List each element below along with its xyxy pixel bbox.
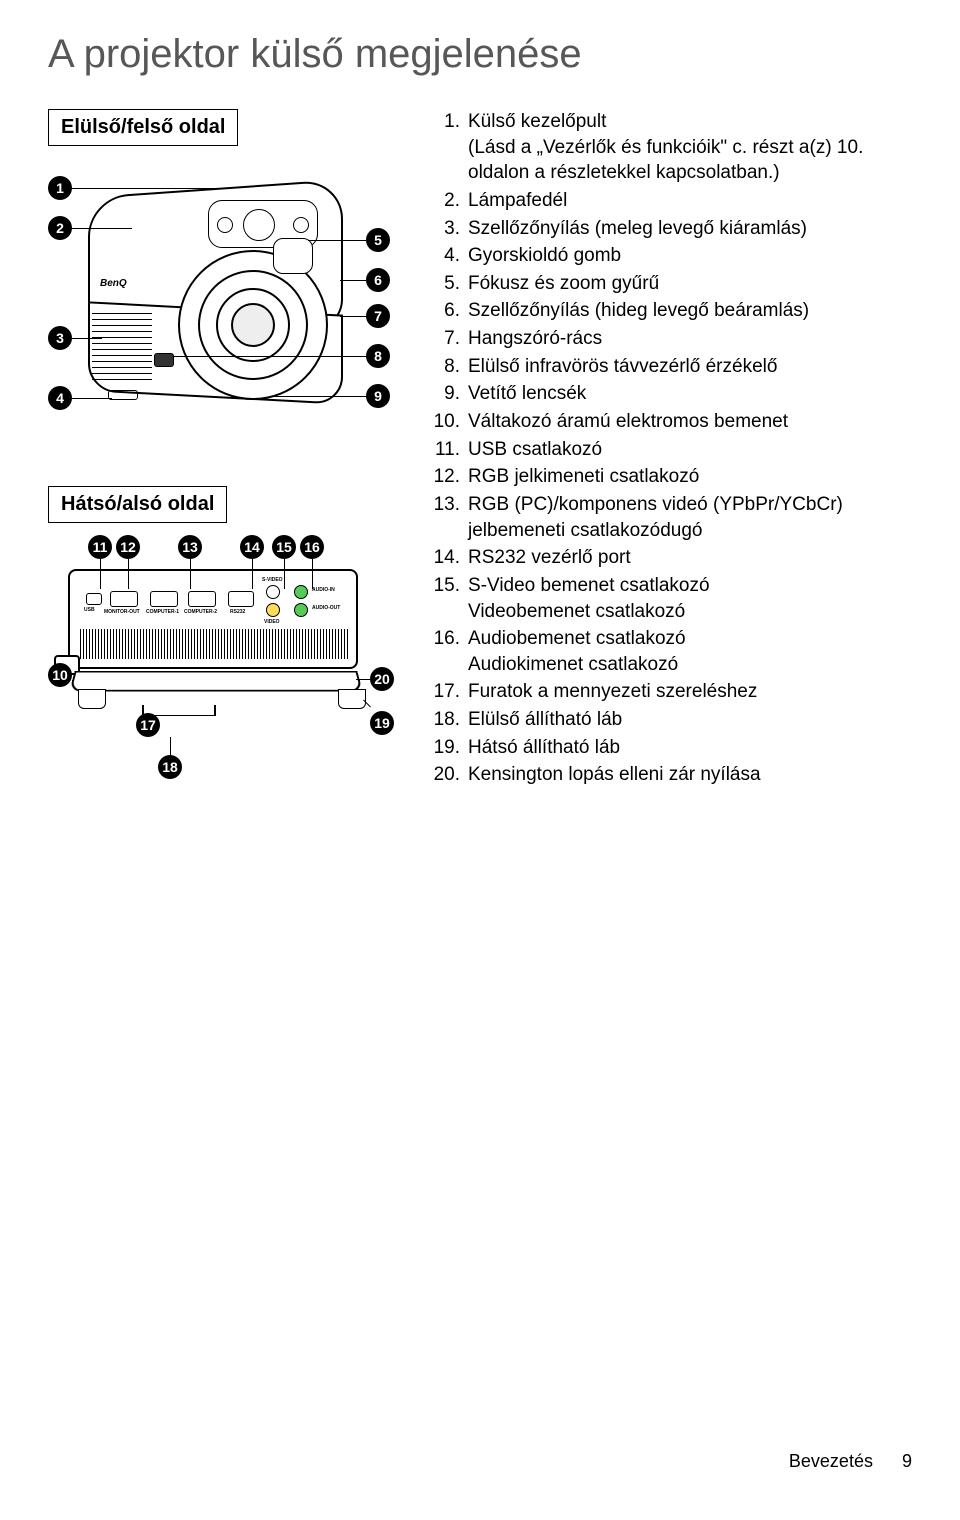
rear-view-label: Hátsó/alsó oldal xyxy=(48,486,227,523)
footer: Bevezetés 9 xyxy=(789,1451,912,1472)
list-item: 14.RS232 vezérlő port xyxy=(432,545,912,571)
list-item: 5.Fókusz és zoom gyűrű xyxy=(432,271,912,297)
computer2-port xyxy=(188,591,216,607)
list-item: 7.Hangszóró-rács xyxy=(432,326,912,352)
zoom-ring xyxy=(273,238,313,274)
content-row: Elülső/felső oldal BenQ xyxy=(48,109,912,790)
list-item: 9.Vetítő lencsék xyxy=(432,381,912,407)
list-item: 13.RGB (PC)/komponens videó (YPbPr/YCbCr… xyxy=(432,492,912,543)
page-title: A projektor külső megjelenése xyxy=(48,32,912,77)
list-item: 1.Külső kezelőpult (Lásd a „Vezérlők és … xyxy=(432,109,912,186)
list-item: 11.USB csatlakozó xyxy=(432,437,912,463)
callout-10: 10 xyxy=(48,663,72,687)
callout-4: 4 xyxy=(48,386,72,410)
video-port xyxy=(266,603,280,617)
callout-7: 7 xyxy=(366,304,390,328)
callout-8: 8 xyxy=(366,344,390,368)
callout-9: 9 xyxy=(366,384,390,408)
list-item: 2.Lámpafedél xyxy=(432,188,912,214)
ir-sensor xyxy=(154,353,174,367)
list-item: 18.Elülső állítható láb xyxy=(432,707,912,733)
list-item: 3.Szellőzőnyílás (meleg levegő kiáramlás… xyxy=(432,216,912,242)
callout-5: 5 xyxy=(366,228,390,252)
footer-page: 9 xyxy=(902,1451,912,1471)
list-item: 16.Audiobemenet csatlakozó Audiokimenet … xyxy=(432,626,912,677)
callout-2: 2 xyxy=(48,216,72,240)
rear-vent xyxy=(80,629,350,659)
rear-foot-right xyxy=(338,689,366,709)
callout-19: 19 xyxy=(370,711,394,735)
footer-section: Bevezetés xyxy=(789,1451,873,1471)
base-plate xyxy=(69,671,363,692)
rear-diagram: 11 12 13 14 15 16 USB MONITOR-OUT COMPUT… xyxy=(48,535,408,775)
list-item: 12.RGB jelkimeneti csatlakozó xyxy=(432,464,912,490)
list-item: 6.Szellőzőnyílás (hideg levegő beáramlás… xyxy=(432,298,912,324)
callout-20: 20 xyxy=(370,667,394,691)
computer1-port xyxy=(150,591,178,607)
list-item: 8.Elülső infravörös távvezérlő érzékelő xyxy=(432,354,912,380)
callout-14: 14 xyxy=(240,535,264,559)
callout-17: 17 xyxy=(136,713,160,737)
list-item: 17.Furatok a mennyezeti szereléshez xyxy=(432,679,912,705)
audio-in-port xyxy=(294,585,308,599)
callout-1: 1 xyxy=(48,176,72,200)
callout-12: 12 xyxy=(116,535,140,559)
list-item: 15.S-Video bemenet csatlakozó Videobemen… xyxy=(432,573,912,624)
quick-release xyxy=(108,390,138,400)
svideo-port xyxy=(266,585,280,599)
rear-foot-left xyxy=(78,689,106,709)
front-view-label: Elülső/felső oldal xyxy=(48,109,238,146)
monitor-out-port xyxy=(110,591,138,607)
left-column: Elülső/felső oldal BenQ xyxy=(48,109,408,790)
brand-logo: BenQ xyxy=(100,278,127,289)
list-item: 4.Gyorskioldó gomb xyxy=(432,243,912,269)
list-item: 20.Kensington lopás elleni zár nyílása xyxy=(432,762,912,788)
parts-list: 1.Külső kezelőpult (Lásd a „Vezérlők és … xyxy=(432,109,912,788)
audio-out-port xyxy=(294,603,308,617)
lens-inner xyxy=(231,303,275,347)
callout-13: 13 xyxy=(178,535,202,559)
callout-3: 3 xyxy=(48,326,72,350)
side-vent xyxy=(92,310,152,380)
callout-16: 16 xyxy=(300,535,324,559)
rear-panel: USB MONITOR-OUT COMPUTER-1 COMPUTER-2 RS… xyxy=(68,569,358,669)
callout-15: 15 xyxy=(272,535,296,559)
list-item: 19.Hátsó állítható láb xyxy=(432,735,912,761)
front-diagram: BenQ 1 2 3 4 5 6 xyxy=(48,158,408,458)
callout-6: 6 xyxy=(366,268,390,292)
usb-port xyxy=(86,593,102,605)
callout-18: 18 xyxy=(158,755,182,779)
list-item: 10.Váltakozó áramú elektromos bemenet xyxy=(432,409,912,435)
right-column: 1.Külső kezelőpult (Lásd a „Vezérlők és … xyxy=(432,109,912,790)
rs232-port xyxy=(228,591,254,607)
callout-11: 11 xyxy=(88,535,112,559)
